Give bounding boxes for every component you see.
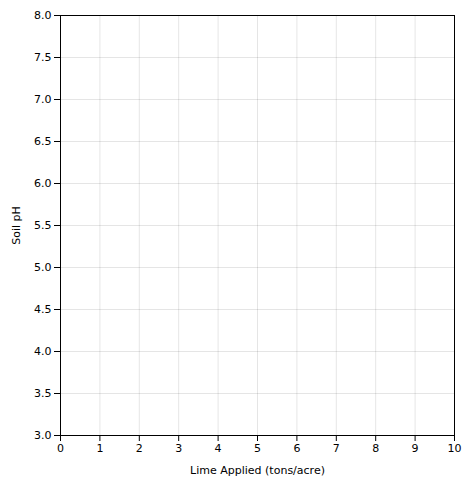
svg-text:7: 7	[333, 442, 340, 455]
svg-text:0: 0	[57, 442, 64, 455]
svg-text:7.0: 7.0	[34, 93, 52, 106]
svg-text:8: 8	[372, 442, 379, 455]
svg-text:4.0: 4.0	[34, 345, 52, 358]
svg-text:Soil pH: Soil pH	[10, 206, 23, 245]
svg-text:3.0: 3.0	[34, 429, 52, 442]
svg-text:8.0: 8.0	[34, 9, 52, 22]
svg-text:9: 9	[412, 442, 419, 455]
svg-text:5.5: 5.5	[34, 219, 52, 232]
svg-text:10: 10	[448, 442, 462, 455]
svg-text:3.5: 3.5	[34, 387, 52, 400]
svg-text:1: 1	[96, 442, 103, 455]
svg-text:6.0: 6.0	[34, 177, 52, 190]
svg-text:4.5: 4.5	[34, 303, 52, 316]
svg-text:7.5: 7.5	[34, 51, 52, 64]
svg-text:6: 6	[293, 442, 300, 455]
svg-text:4: 4	[215, 442, 222, 455]
svg-text:5: 5	[254, 442, 261, 455]
svg-text:3: 3	[175, 442, 182, 455]
svg-text:5.0: 5.0	[34, 261, 52, 274]
svg-text:Lime Applied (tons/acre): Lime Applied (tons/acre)	[190, 464, 325, 477]
svg-text:6.5: 6.5	[34, 135, 52, 148]
svg-text:2: 2	[136, 442, 143, 455]
